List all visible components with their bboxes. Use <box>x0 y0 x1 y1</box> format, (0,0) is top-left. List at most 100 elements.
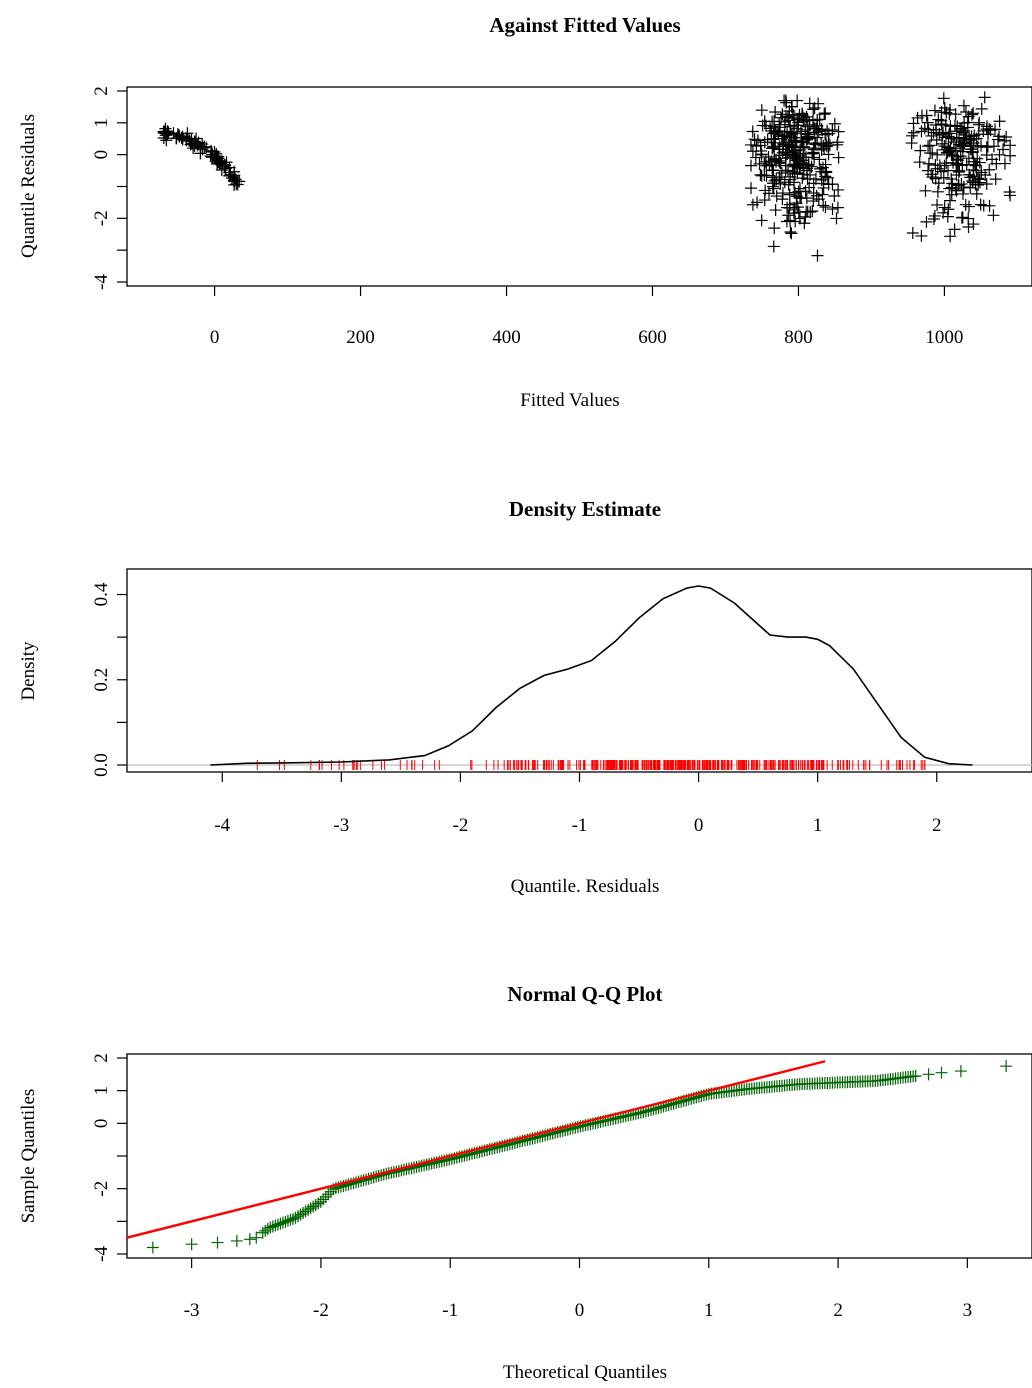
data-point <box>925 168 938 181</box>
data-point <box>915 125 928 138</box>
data-point <box>778 129 791 142</box>
panel1-points <box>157 91 1017 262</box>
data-point <box>965 108 978 121</box>
data-point <box>928 209 941 222</box>
qq-point <box>284 1213 297 1226</box>
data-point <box>223 166 236 179</box>
panel2-x-axis: -4 -3 -2 -1 0 1 2 <box>214 772 941 836</box>
data-point <box>942 141 955 154</box>
data-point <box>938 201 951 214</box>
data-point <box>971 172 984 185</box>
qq-point <box>294 1208 307 1221</box>
data-point <box>229 173 242 186</box>
data-point <box>780 215 793 228</box>
data-point <box>970 164 983 177</box>
data-point <box>746 145 759 158</box>
data-point <box>940 106 953 119</box>
qq-point <box>264 1221 277 1234</box>
y-tick-label: 1 <box>91 118 112 128</box>
panel1-y-axis: -4 -2 0 1 2 <box>91 86 127 290</box>
data-point <box>787 201 800 214</box>
data-point <box>767 182 780 195</box>
data-point <box>962 200 975 213</box>
data-point <box>922 140 935 153</box>
data-point <box>160 127 173 140</box>
data-point <box>755 104 768 117</box>
data-point <box>967 107 980 120</box>
qq-point <box>274 1217 287 1230</box>
data-point <box>989 173 1002 186</box>
panel3-xlabel: Theoretical Quantiles <box>503 1362 667 1383</box>
data-point <box>944 120 957 133</box>
data-point <box>748 133 761 146</box>
data-point <box>931 148 944 161</box>
data-point <box>826 203 839 216</box>
data-point <box>781 110 794 123</box>
x-tick-label: 1 <box>704 1300 714 1321</box>
data-point <box>194 147 207 160</box>
data-point <box>788 203 801 216</box>
qq-point <box>289 1211 302 1224</box>
data-point <box>758 169 771 182</box>
data-point <box>816 161 829 174</box>
data-point <box>804 168 817 181</box>
qq-point <box>954 1065 967 1078</box>
data-point <box>758 194 771 207</box>
data-point <box>952 165 965 178</box>
x-tick-label: -1 <box>572 815 588 836</box>
panel3-y-axis: -4 -2 0 1 2 <box>91 1053 127 1262</box>
data-point <box>762 151 775 164</box>
panel1-title: Against Fitted Values <box>489 13 680 37</box>
data-point <box>774 177 787 190</box>
data-point <box>980 149 993 162</box>
data-point <box>997 143 1010 156</box>
qq-point <box>307 1200 320 1213</box>
data-point <box>773 156 786 169</box>
qq-point <box>299 1205 312 1218</box>
data-point <box>766 159 779 172</box>
data-point <box>812 125 825 138</box>
data-point <box>810 189 823 202</box>
data-point <box>790 159 803 172</box>
y-tick-label: -2 <box>91 1181 112 1197</box>
data-point <box>944 230 957 243</box>
data-point <box>776 108 789 121</box>
data-point <box>940 157 953 170</box>
data-point <box>971 152 984 165</box>
data-point <box>941 210 954 223</box>
data-point <box>796 136 809 149</box>
data-point <box>780 96 793 109</box>
data-point <box>987 209 1000 222</box>
qq-point <box>269 1219 282 1232</box>
data-point <box>216 156 229 169</box>
panel2-xlabel: Quantile. Residuals <box>511 876 660 897</box>
data-point <box>819 107 832 120</box>
data-point <box>766 142 779 155</box>
data-point <box>955 122 968 135</box>
data-point <box>974 198 987 211</box>
y-tick-label: 2 <box>91 1053 112 1063</box>
data-point <box>784 214 797 227</box>
qq-point <box>185 1238 198 1251</box>
qq-point <box>281 1214 294 1227</box>
data-point <box>975 102 988 115</box>
data-point <box>807 142 820 155</box>
data-point <box>820 137 833 150</box>
qq-point <box>319 1190 332 1203</box>
data-point <box>931 185 944 198</box>
data-point <box>939 118 952 131</box>
data-point <box>811 249 824 262</box>
data-point <box>922 123 935 136</box>
x-tick-label: -1 <box>442 1300 458 1321</box>
data-point <box>963 132 976 145</box>
panel2-frame <box>126 568 1032 773</box>
qq-point <box>922 1068 935 1081</box>
data-point <box>975 139 988 152</box>
data-point <box>922 157 935 170</box>
data-point <box>768 132 781 145</box>
data-point <box>951 158 964 171</box>
data-point <box>914 144 927 157</box>
data-point <box>926 171 939 184</box>
data-point <box>773 118 786 131</box>
data-point <box>805 160 818 173</box>
